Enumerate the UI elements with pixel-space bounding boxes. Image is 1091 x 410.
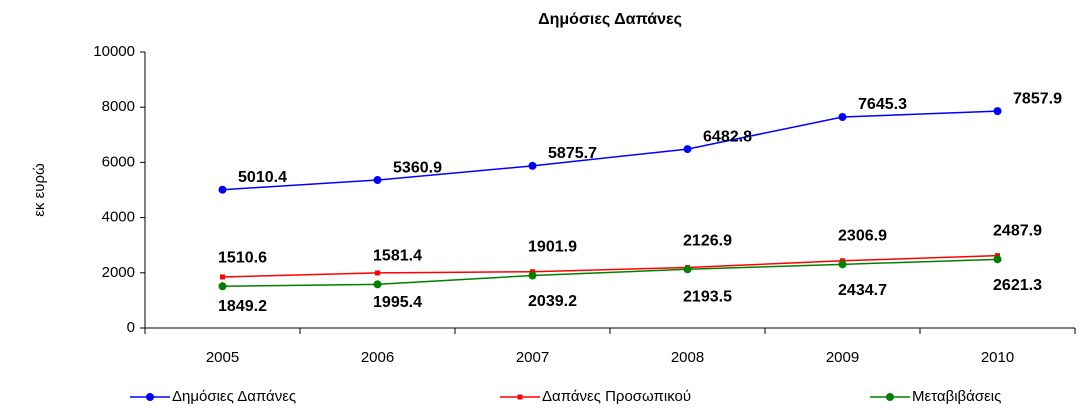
legend-marker [886,393,894,401]
legend-label: Δημόσιες Δαπάνες [172,388,296,405]
series-line [222,258,998,288]
data-label: 2193.5 [683,289,732,306]
x-tick-label: 2009 [826,349,859,366]
data-label: 5360.9 [393,159,442,176]
data-label: 1995.4 [373,294,422,311]
y-tick-label: 0 [127,319,135,336]
data-label: 7645.3 [858,96,907,113]
x-tick-label: 2005 [206,349,239,366]
x-tick-label: 2008 [671,349,704,366]
series-line [222,254,998,278]
x-tick-label: 2007 [516,349,549,366]
point [373,280,382,289]
chart-title: Δημόσιες Δαπάνες [538,11,682,28]
x-tick-label: 2006 [361,349,394,366]
point [220,274,225,280]
point [838,260,847,269]
y-tick-label: 4000 [102,209,135,226]
data-label: 2621.3 [993,277,1042,294]
point [683,145,692,154]
data-label: 2039.2 [528,293,577,310]
point [528,271,537,280]
point [993,255,1002,264]
x-tick-label: 2010 [981,349,1014,366]
y-tick-label: 10000 [93,43,135,60]
legend-label: Μεταβιβάσεις [912,388,1001,405]
legend-label: Δαπάνες Προσωπικού [542,388,691,405]
data-label: 1901.9 [528,239,577,256]
point [683,265,692,274]
point [218,185,227,194]
point [218,282,227,291]
data-label: 1510.6 [218,250,267,267]
y-tick-label: 6000 [102,153,135,170]
data-label: 2487.9 [993,223,1042,240]
data-label: 5010.4 [238,169,287,186]
point [993,107,1002,116]
y-tick-label: 8000 [102,98,135,115]
point [528,161,537,170]
data-label: 2126.9 [683,233,732,250]
y-tick-label: 2000 [102,264,135,281]
data-label: 6482.8 [703,128,752,145]
data-label: 1849.2 [218,298,267,315]
legend-marker [517,394,523,400]
data-label: 2434.7 [838,282,887,299]
data-label: 7857.9 [1013,90,1062,107]
point [838,112,847,121]
data-label: 5875.7 [548,145,597,162]
point [373,176,382,185]
data-label: 2306.9 [838,228,887,245]
data-label: 1581.4 [373,248,422,265]
series-line [222,110,998,191]
legend-marker [146,393,154,401]
y-axis-label: εκ ευρώ [31,163,48,217]
point [375,270,380,276]
